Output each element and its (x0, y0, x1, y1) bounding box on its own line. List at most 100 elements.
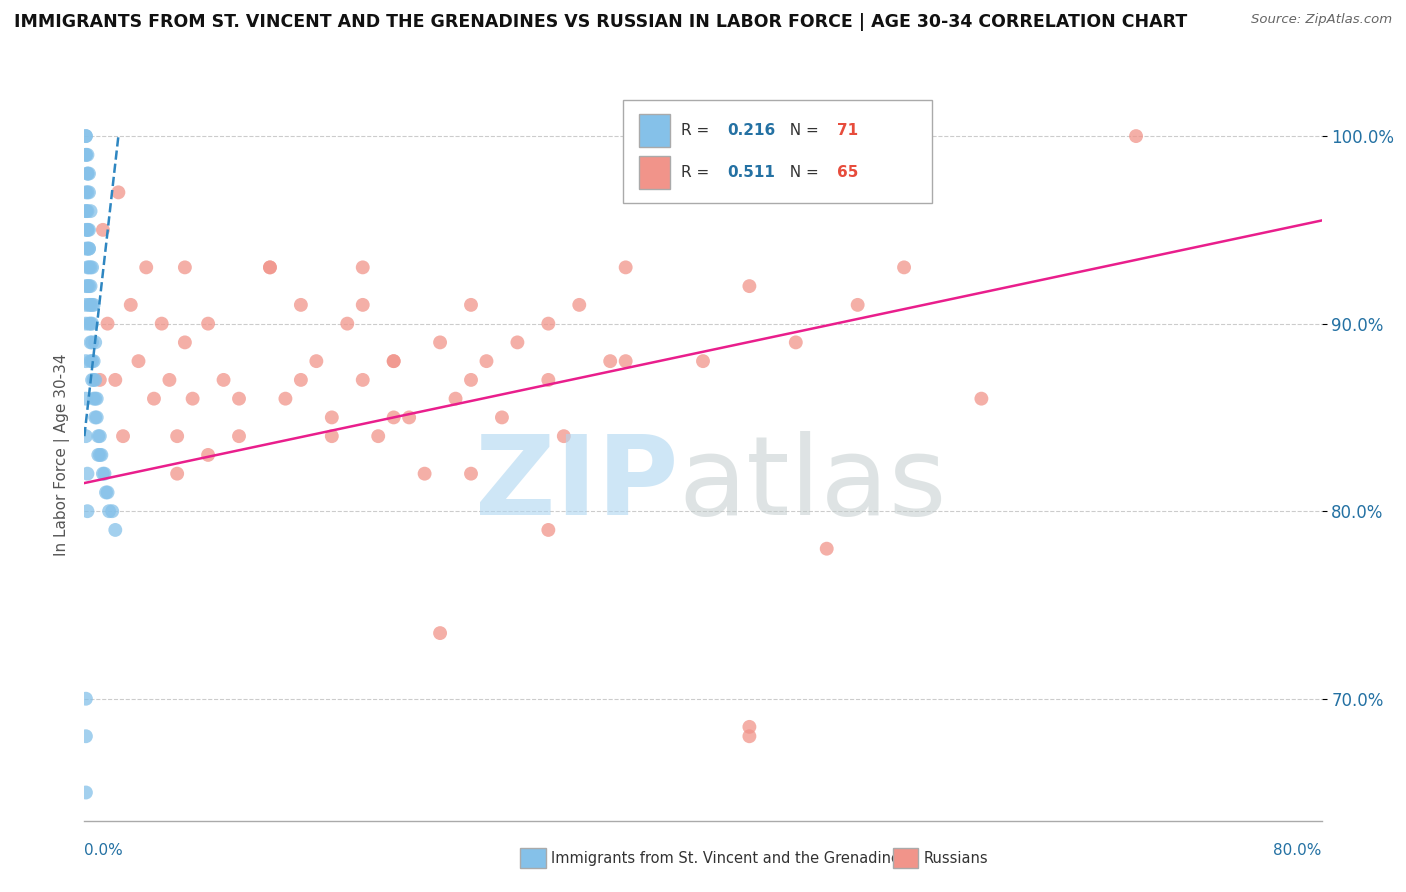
Point (79, 204, 101, 219)
Text: N =: N = (780, 123, 824, 138)
Point (75, 204, 97, 219)
Point (738, 729, 761, 743)
Y-axis label: In Labor Force | Age 30-34: In Labor Force | Age 30-34 (55, 353, 70, 557)
Point (76, 167, 98, 181)
Bar (638, 114, 669, 147)
Point (259, 260, 281, 275)
Point (90, 448, 112, 462)
Point (429, 626, 451, 640)
Point (382, 410, 405, 425)
Point (75, 242, 97, 256)
Point (166, 467, 188, 481)
Point (599, 354, 621, 368)
Point (79, 354, 101, 368)
Point (120, 298, 142, 312)
Point (460, 298, 482, 312)
Point (614, 354, 637, 368)
Point (82, 354, 104, 368)
Point (429, 335, 451, 350)
Point (398, 410, 420, 425)
Point (77, 279, 100, 293)
Text: 0.216: 0.216 (728, 123, 776, 138)
Point (75, 148, 97, 162)
Point (75, 785, 97, 799)
Point (83, 373, 105, 387)
Point (893, 260, 915, 275)
Point (84, 373, 107, 387)
Point (692, 354, 714, 368)
Point (413, 467, 436, 481)
Point (143, 392, 166, 406)
Point (75, 223, 97, 237)
Point (77, 317, 100, 331)
Point (82, 260, 104, 275)
Point (82, 335, 104, 350)
Point (135, 260, 157, 275)
Point (76, 242, 98, 256)
Point (537, 317, 560, 331)
Point (77, 223, 100, 237)
Point (86, 410, 108, 425)
Point (274, 392, 297, 406)
Text: atlas: atlas (678, 431, 946, 538)
Point (228, 392, 250, 406)
Text: N =: N = (780, 165, 824, 180)
Point (77, 242, 100, 256)
Point (197, 448, 219, 462)
Point (76, 204, 98, 219)
Point (614, 260, 637, 275)
Point (75, 129, 97, 144)
Point (367, 429, 389, 443)
Point (104, 523, 127, 537)
Point (76, 260, 98, 275)
Point (321, 410, 343, 425)
Point (568, 298, 591, 312)
Point (76, 148, 98, 162)
Point (84, 392, 107, 406)
Point (112, 429, 135, 443)
Point (738, 279, 761, 293)
Text: 65: 65 (837, 165, 858, 180)
Point (77, 167, 100, 181)
Point (77, 298, 100, 312)
Point (75, 204, 97, 219)
Point (336, 317, 359, 331)
Point (228, 429, 250, 443)
Point (75, 317, 97, 331)
Point (83, 354, 105, 368)
Point (290, 373, 312, 387)
Text: R =: R = (681, 123, 714, 138)
Point (79, 279, 101, 293)
Point (76, 167, 98, 181)
Point (76, 223, 98, 237)
Point (89, 373, 111, 387)
Point (75, 298, 97, 312)
Point (75, 279, 97, 293)
Point (212, 373, 235, 387)
Point (75, 691, 97, 706)
Point (93, 467, 115, 481)
Point (475, 354, 498, 368)
Point (79, 260, 101, 275)
Point (91, 467, 114, 481)
Point (290, 298, 312, 312)
Point (553, 429, 575, 443)
Point (82, 373, 104, 387)
Point (75, 148, 97, 162)
Point (321, 429, 343, 443)
Point (77, 260, 100, 275)
Point (76, 223, 98, 237)
Point (197, 317, 219, 331)
Point (970, 392, 993, 406)
Point (75, 354, 97, 368)
Point (382, 354, 405, 368)
Point (1125, 129, 1147, 144)
Point (87, 448, 110, 462)
Point (491, 410, 513, 425)
Point (79, 335, 101, 350)
Text: IMMIGRANTS FROM ST. VINCENT AND THE GRENADINES VS RUSSIAN IN LABOR FORCE | AGE 3: IMMIGRANTS FROM ST. VINCENT AND THE GREN… (14, 13, 1187, 31)
Point (174, 260, 197, 275)
Point (104, 373, 127, 387)
Point (84, 410, 107, 425)
Point (87, 429, 110, 443)
